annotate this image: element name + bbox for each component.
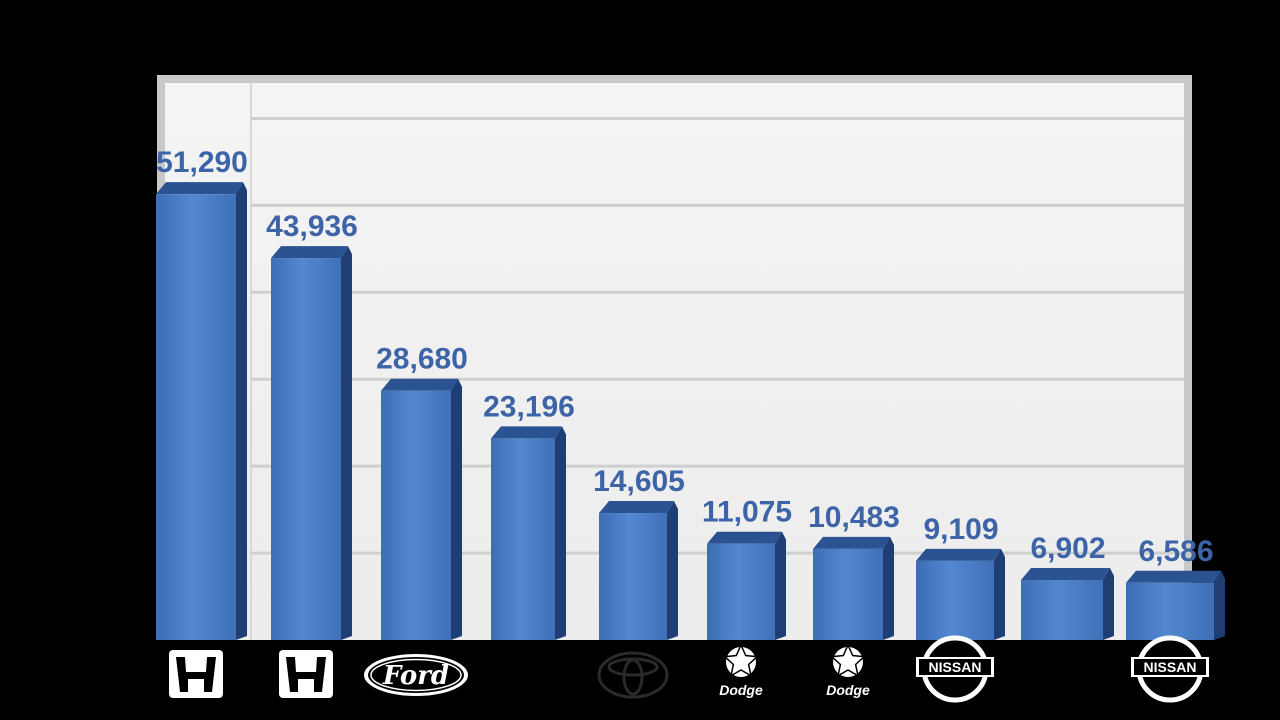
- bar: [381, 378, 462, 640]
- bar: [271, 246, 352, 640]
- bar: [707, 531, 786, 640]
- value-labels: 51,290 43,936 28,680 23,196 14,605 11,075 10,4…: [156, 146, 1213, 568]
- value-label: 51,290: [156, 146, 248, 179]
- bar-top: [599, 501, 674, 514]
- honda-logo-icon: [279, 650, 333, 698]
- gridlines: [251, 116, 1184, 555]
- bar-front: [271, 258, 341, 640]
- value-label: 43,936: [266, 210, 358, 243]
- bar-top: [271, 246, 348, 259]
- bar-top: [381, 378, 458, 391]
- bar-front: [916, 560, 994, 640]
- brand-logos: Ford Dodge Dodge NISSAN NISSAN: [169, 635, 1209, 703]
- bar: [599, 501, 678, 640]
- value-label: 14,605: [593, 465, 685, 498]
- bar-front: [1126, 582, 1214, 640]
- nissan-logo-icon: NISSAN: [916, 635, 994, 703]
- bar: [156, 182, 247, 640]
- bar-top: [813, 536, 890, 549]
- svg-text:Ford: Ford: [382, 661, 449, 691]
- bars: [156, 182, 1225, 640]
- svg-text:NISSAN: NISSAN: [1144, 659, 1197, 675]
- value-label: 9,109: [923, 513, 998, 546]
- bar-front: [156, 194, 236, 640]
- bar: [1126, 570, 1225, 640]
- value-label: 11,075: [702, 496, 792, 529]
- bar-side: [451, 378, 462, 640]
- svg-text:Dodge: Dodge: [826, 682, 870, 698]
- bar-side: [667, 501, 678, 640]
- honda-logo-icon: [169, 650, 223, 698]
- bar-top: [1126, 570, 1221, 583]
- dodge-logo-icon: Dodge: [826, 643, 870, 698]
- svg-text:NISSAN: NISSAN: [929, 659, 982, 675]
- bar-front: [381, 390, 451, 640]
- bar-side: [555, 426, 566, 640]
- bar-side: [994, 548, 1005, 640]
- bar: [491, 426, 566, 640]
- value-label: 6,586: [1138, 535, 1213, 568]
- ford-logo-icon: Ford: [364, 654, 468, 696]
- value-label: 10,483: [808, 501, 900, 534]
- nissan-logo-icon: NISSAN: [1131, 635, 1209, 703]
- value-label: 23,196: [483, 390, 575, 423]
- bar-top: [916, 548, 1001, 561]
- bar: [813, 536, 894, 640]
- bar-front: [1021, 580, 1103, 640]
- toyota-logo-icon: [597, 651, 669, 699]
- bar-front: [491, 438, 555, 640]
- bar: [1021, 568, 1114, 640]
- value-label: 6,902: [1030, 532, 1105, 565]
- bar-front: [813, 548, 883, 640]
- svg-text:Dodge: Dodge: [719, 682, 763, 698]
- bar-side: [775, 531, 786, 640]
- bar-side: [1103, 568, 1114, 640]
- bar-top: [156, 182, 243, 195]
- bar-side: [883, 536, 894, 640]
- bar-side: [236, 182, 247, 640]
- bar-top: [1021, 568, 1110, 581]
- bar-top: [707, 531, 782, 544]
- bar-side: [1214, 570, 1225, 640]
- dodge-logo-icon: Dodge: [719, 643, 763, 698]
- bar-front: [599, 513, 667, 640]
- value-label: 28,680: [376, 343, 468, 376]
- bar-front: [707, 543, 775, 640]
- bar-top: [491, 426, 562, 439]
- bar-side: [341, 246, 352, 640]
- bar: [916, 548, 1005, 640]
